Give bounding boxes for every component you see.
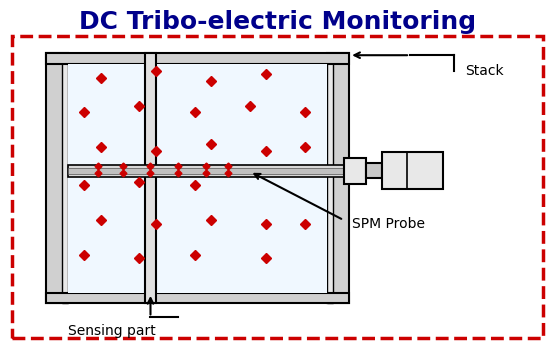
Bar — [62, 54, 68, 303]
Bar — [327, 54, 332, 303]
Bar — [344, 158, 366, 184]
Bar — [68, 64, 327, 293]
Text: SPM Probe: SPM Probe — [352, 217, 425, 231]
Bar — [382, 153, 443, 189]
Text: Stack: Stack — [465, 64, 504, 78]
Text: DC Tribo-electric Monitoring: DC Tribo-electric Monitoring — [79, 10, 476, 34]
Bar — [46, 54, 349, 64]
Bar — [327, 54, 349, 303]
Bar — [68, 168, 344, 174]
Bar — [68, 164, 344, 177]
Bar — [46, 293, 349, 303]
Bar — [145, 54, 156, 303]
Text: Sensing part: Sensing part — [68, 324, 156, 338]
Bar — [366, 163, 382, 178]
Bar — [46, 54, 68, 303]
